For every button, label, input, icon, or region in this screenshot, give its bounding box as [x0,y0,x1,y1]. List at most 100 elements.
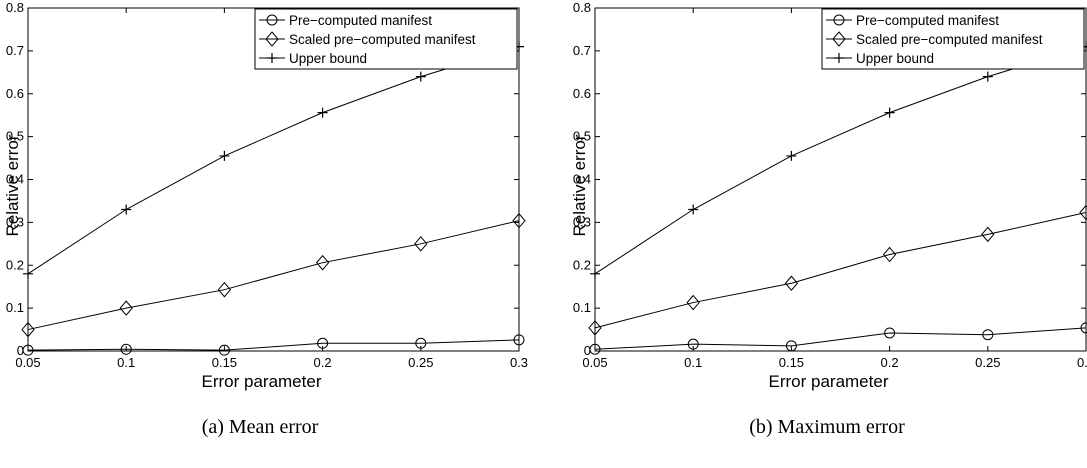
mean-error-chart: 0 0.1 0.2 0.3 0.4 0.5 0.6 0.7 0.8 0.05 0.1 0.15 0.2 0… [3,0,528,391]
y-tick-label: 0.8 [573,0,591,15]
diamond-point [217,281,232,298]
y-tick-label: 0.6 [573,86,591,101]
legend-circle-marker [833,14,845,26]
y-tick-label: 0.4 [6,172,24,187]
diamond-point [882,246,897,263]
y-tick-label: 0.4 [573,172,591,187]
legend-label: Pre−computed manifest [856,13,999,28]
legend: Pre−computed manifest Scaled pre−computed… [254,8,518,70]
legend-plus-marker [267,53,277,63]
series-line [594,212,1087,329]
diamond-point [784,275,799,292]
legend-box [254,8,518,70]
x-tick-label: 0.1 [117,355,135,370]
series-line [27,46,520,275]
x-tick-label: 0.25 [408,355,433,370]
circle-point [120,343,132,355]
x-tick-label: 0.2 [314,355,332,370]
circle-point [218,344,230,356]
chart-caption: (a) Mean error [201,416,319,438]
diamond-point [414,236,428,252]
legend-label: Upper bound [856,51,934,66]
plus-point [415,71,426,82]
legend-plus-marker [834,53,844,63]
plus-point [982,71,993,82]
y-tick-label: 0.7 [6,43,24,58]
diamond-point [119,300,133,316]
plus-point [590,268,600,279]
legend-circle-marker [266,14,278,26]
y-tick-label: 0.3 [573,214,591,229]
circle-point [317,337,329,349]
y-tick-label: 0.8 [6,0,24,15]
maximum-error-chart: 0 0.1 0.2 0.3 0.4 0.5 0.6 0.7 0.8 0.05 0.1 0.15 0.2 0… [570,0,1087,391]
x-axis-label: Error parameter [769,372,889,391]
x-tick-label: 0.1 [684,355,702,370]
x-axis-label: Error parameter [202,372,322,391]
series-line [594,327,1087,350]
x-tick-label: 0.05 [582,355,607,370]
plus-point [219,150,230,161]
diamond-point [315,254,330,271]
legend-label: Pre−computed manifest [289,13,432,28]
x-tick-label: 0.15 [779,355,804,370]
legend-label: Scaled pre−computed manifest [289,32,476,47]
legend-diamond-marker [832,31,846,47]
y-axis-label: Relative error [570,134,589,236]
legend-box [821,8,1085,70]
y-tick-label: 0.2 [573,257,591,272]
circle-point [785,340,797,352]
diamond-point [686,294,700,311]
series-diamond [21,212,526,338]
x-tick-label: 0.15 [212,355,237,370]
circle-point [513,334,525,346]
circle-point [589,343,601,355]
circle-point [1080,322,1087,334]
y-tick-label: 0.5 [6,129,24,144]
plus-point [786,150,797,161]
circle-point [982,329,994,341]
chart-caption: (b) Maximum error [749,416,905,438]
y-tick-label: 0.7 [573,43,591,58]
y-tick-label: 0.3 [6,214,24,229]
y-tick-label: 0 [17,343,24,358]
diamond-point [588,320,602,336]
plus-point [317,107,328,118]
series-plus [590,41,1087,279]
chart-panel-maximum-error: 0 0.1 0.2 0.3 0.4 0.5 0.6 0.7 0.8 0.05 0.1 0.15 0.2 0… [567,0,1087,468]
y-tick-label: 0.5 [573,129,591,144]
y-axis-label: Relative error [3,134,22,236]
plus-point [121,204,132,215]
y-tick-label: 0.1 [6,300,24,315]
y-tick-label: 0.6 [6,86,24,101]
legend-label: Scaled pre−computed manifest [856,32,1043,47]
legend: Pre−computed manifest Scaled pre−computed… [821,8,1085,70]
circle-point [884,327,896,339]
y-tick-label: 0.2 [6,257,24,272]
diamond-point [1079,204,1087,221]
plus-point [688,204,699,215]
plus-point [23,268,33,279]
x-tick-label: 0.2 [881,355,899,370]
diamond-point [981,226,995,243]
legend-label: Upper bound [289,51,367,66]
series-diamond [588,204,1087,336]
series-line [27,339,520,351]
circle-point [22,344,34,356]
plus-point [884,107,895,118]
circle-point [415,337,427,349]
series-circle [22,334,525,356]
legend-diamond-marker [265,31,279,47]
series-plus [23,41,524,279]
x-tick-label: 0.05 [15,355,40,370]
x-tick-label: 0.3 [1077,355,1087,370]
x-tick-label: 0.3 [510,355,528,370]
y-tick-label: 0 [584,343,591,358]
circle-point [687,338,699,350]
diamond-point [512,212,526,229]
series-circle [589,322,1087,355]
series-line [594,46,1087,275]
x-tick-label: 0.25 [975,355,1000,370]
diamond-point [21,321,35,338]
chart-panel-mean-error: 0 0.1 0.2 0.3 0.4 0.5 0.6 0.7 0.8 0.05 0.1 0.15 0.2 0… [0,0,528,468]
